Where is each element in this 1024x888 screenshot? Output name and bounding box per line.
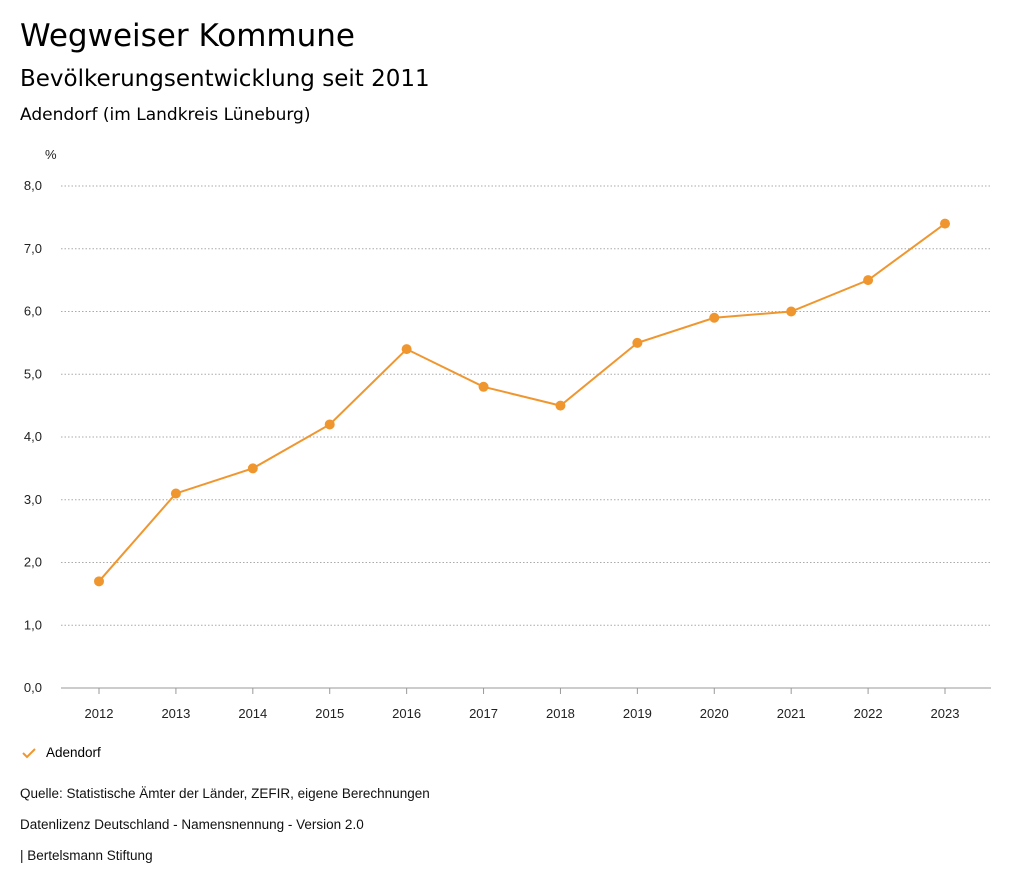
y-axis-unit: % — [45, 147, 57, 162]
data-point — [786, 306, 797, 317]
y-tick-label: 6,0 — [24, 304, 42, 319]
data-point — [324, 419, 335, 430]
x-tick-label: 2013 — [161, 706, 190, 721]
y-tick-label: 2,0 — [24, 555, 42, 570]
legend-label: Adendorf — [46, 745, 101, 760]
series-line-adendorf — [98, 222, 946, 582]
x-tick-label: 2019 — [623, 706, 652, 721]
credit-note: | Bertelsmann Stiftung — [20, 848, 153, 863]
y-tick-label: 1,0 — [24, 617, 42, 632]
data-point — [863, 275, 874, 286]
y-tick-label: 8,0 — [24, 178, 42, 193]
y-tick-label: 4,0 — [24, 429, 42, 444]
check-icon — [22, 747, 36, 758]
x-tick-label: 2014 — [238, 706, 267, 721]
y-tick-label: 3,0 — [24, 492, 42, 507]
x-tick-label: 2021 — [777, 706, 806, 721]
chart-subtitle: Bevölkerungsentwicklung seit 2011 — [20, 66, 430, 92]
source-note: Quelle: Statistische Ämter der Länder, Z… — [20, 786, 430, 801]
data-point — [401, 344, 412, 355]
y-tick-label: 0,0 — [24, 680, 42, 695]
data-point — [555, 400, 566, 411]
x-tick-label: 2018 — [546, 706, 575, 721]
data-point — [94, 576, 104, 587]
region-label: Adendorf (im Landkreis Lüneburg) — [20, 105, 311, 125]
data-point — [170, 488, 181, 499]
y-tick-label: 5,0 — [24, 366, 42, 381]
data-point — [940, 218, 950, 229]
line-chart: % 0,0 1,0 2,0 3,0 4,0 5,0 6,0 7,0 8,0 2012 2013 201… — [24, 147, 991, 721]
x-tick-label: 2016 — [392, 706, 421, 721]
y-tick-label: 7,0 — [24, 241, 42, 256]
data-point — [632, 337, 643, 348]
x-tick-label: 2022 — [854, 706, 883, 721]
x-tick-label: 2012 — [85, 706, 114, 721]
x-tick-label: 2023 — [931, 706, 960, 721]
data-point — [478, 381, 489, 392]
data-point — [247, 463, 258, 474]
x-tick-label: 2020 — [700, 706, 729, 721]
x-tick-label: 2017 — [469, 706, 498, 721]
page-title: Wegweiser Kommune — [20, 18, 355, 54]
x-tick-label: 2015 — [315, 706, 344, 721]
license-note: Datenlizenz Deutschland - Namensnennung … — [20, 817, 364, 832]
data-point — [709, 312, 720, 323]
legend-item-adendorf[interactable]: Adendorf — [22, 745, 101, 760]
